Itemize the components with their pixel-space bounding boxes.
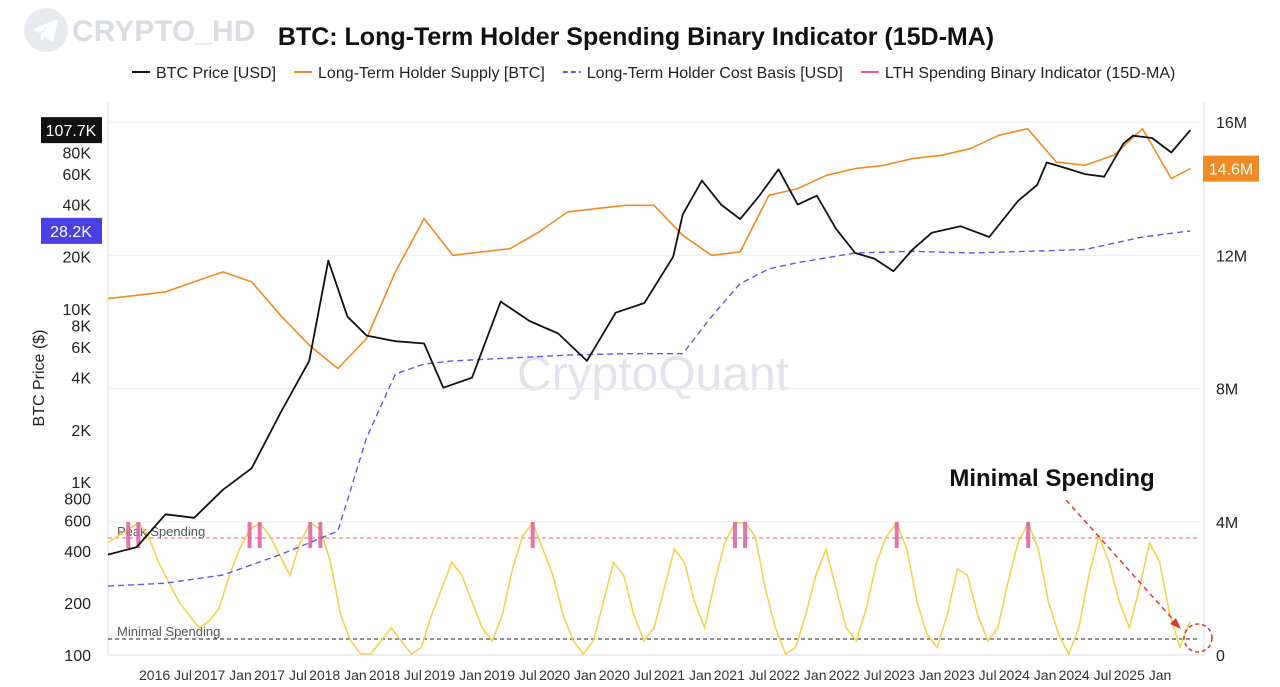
x-tick-label: 2017 Jul	[254, 667, 307, 683]
annotation-arrow-line	[1065, 499, 1179, 626]
series-line	[107, 127, 1191, 370]
y-axis-right: 0 4M 8M 12M 16M	[1216, 115, 1247, 665]
annotation-arrow-head	[1170, 618, 1181, 629]
peak-spending-mark	[308, 522, 313, 548]
y-tick-label: 40K	[63, 198, 92, 215]
y-tick-label: 8K	[71, 319, 91, 336]
peak-spending-mark	[1026, 522, 1031, 548]
x-tick-label: 2019 Jan	[424, 667, 482, 683]
y-tick-label: 4K	[71, 371, 91, 388]
badge-label: 14.6M	[1209, 162, 1253, 179]
x-tick-label: 2025 Jan	[1114, 667, 1172, 683]
value-badge: 28.2K	[41, 217, 102, 244]
y-axis-title: BTC Price ($)	[31, 330, 48, 427]
logo-text: CRYPTO_HD	[72, 15, 255, 48]
y2-tick-label: 12M	[1216, 248, 1247, 265]
peak-spending-label: Peak Spending	[117, 524, 205, 539]
x-tick-label: 2024 Jan	[999, 667, 1057, 683]
badge-bg	[41, 217, 102, 244]
y-tick-label: 10K	[63, 302, 92, 319]
x-tick-label: 2020 Jan	[539, 667, 597, 683]
peak-spending-mark	[136, 522, 141, 548]
y-tick-label: 600	[64, 513, 91, 530]
annotation-circle	[1183, 623, 1213, 653]
legend-label: Long-Term Holder Cost Basis [USD]	[587, 65, 843, 82]
badge-label: 28.2K	[50, 224, 92, 241]
y-tick-label: 200	[64, 596, 91, 613]
y2-tick-label: 0	[1216, 648, 1225, 665]
legend-label: Long-Term Holder Supply [BTC]	[318, 65, 545, 82]
x-tick-label: 2020 Jul	[599, 667, 652, 683]
value-badges: 107.7K 28.2K 14.6M	[41, 117, 1259, 244]
badge-label: 107.7K	[46, 123, 97, 140]
x-tick-label: 2023 Jul	[944, 667, 997, 683]
telegram-plane-glyph	[33, 19, 58, 42]
x-axis: 2016 Jul 2017 Jan 2017 Jul 2018 Jan 2018 Jul…	[139, 667, 1171, 683]
legend-item[interactable]: Long-Term Holder Cost Basis [USD]	[562, 65, 843, 82]
y2-tick-label: 4M	[1216, 515, 1238, 532]
peak-spending-mark	[318, 522, 323, 548]
peak-spending-mark	[732, 522, 737, 548]
legend-label: LTH Spending Binary Indicator (15D-MA)	[885, 65, 1176, 82]
y-tick-label: 80K	[63, 145, 92, 162]
peak-spending-mark	[247, 522, 252, 548]
watermark: CryptoQuant	[517, 348, 789, 401]
y-tick-label: 400	[64, 544, 91, 561]
logo: CRYPTO_HD	[24, 8, 255, 52]
x-tick-label: 2018 Jan	[309, 667, 367, 683]
value-badge: 14.6M	[1203, 155, 1259, 182]
x-tick-label: 2023 Jan	[884, 667, 942, 683]
peak-spending-mark	[257, 522, 262, 548]
peak-spending-mark	[126, 522, 131, 548]
chart-title: BTC: Long-Term Holder Spending Binary In…	[278, 23, 994, 51]
badge-bg	[1203, 155, 1259, 182]
x-tick-label: 2016 Jul	[139, 667, 192, 683]
annotation-text: Minimal Spending	[949, 465, 1154, 492]
y2-tick-label: 16M	[1216, 115, 1247, 132]
y-tick-label: 1K	[71, 475, 91, 492]
legend-label: BTC Price [USD]	[156, 65, 276, 82]
peak-spending-mark	[743, 522, 748, 548]
indicator-band: Peak Spending Minimal Spending	[107, 521, 1200, 656]
x-tick-label: 2021 Jan	[654, 667, 712, 683]
series-line	[107, 129, 1192, 556]
x-tick-label: 2022 Jan	[769, 667, 827, 683]
legend-item[interactable]: Long-Term Holder Supply [BTC]	[294, 65, 545, 82]
minimal-spending-label: Minimal Spending	[117, 624, 220, 639]
peak-spending-mark	[530, 522, 535, 548]
y-tick-label: 100	[64, 648, 91, 665]
peak-spending-mark	[894, 522, 899, 548]
badge-bg	[41, 117, 102, 144]
x-tick-label: 2022 Jul	[829, 667, 882, 683]
y-tick-label: 2K	[71, 423, 91, 440]
y-tick-label: 20K	[63, 250, 92, 267]
series-line	[107, 230, 1191, 587]
x-tick-label: 2021 Jul	[714, 667, 767, 683]
value-badge: 107.7K	[41, 117, 102, 144]
y-tick-label: 6K	[71, 340, 91, 357]
y2-tick-label: 8M	[1216, 382, 1238, 399]
indicator-line	[107, 521, 1191, 656]
legend-item[interactable]: BTC Price [USD]	[132, 65, 276, 82]
x-tick-label: 2024 Jul	[1059, 667, 1112, 683]
y-tick-label: 60K	[63, 167, 92, 184]
x-tick-label: 2019 Jul	[484, 667, 537, 683]
legend-item[interactable]: LTH Spending Binary Indicator (15D-MA)	[860, 65, 1176, 82]
series-layer	[107, 127, 1192, 587]
annotation: Minimal Spending	[949, 465, 1213, 653]
grid	[107, 102, 1205, 656]
x-tick-label: 2018 Jul	[369, 667, 422, 683]
legend: BTC Price [USD] Long-Term Holder Supply […	[132, 65, 1175, 82]
y-tick-label: 800	[64, 492, 91, 509]
x-tick-label: 2017 Jan	[194, 667, 252, 683]
